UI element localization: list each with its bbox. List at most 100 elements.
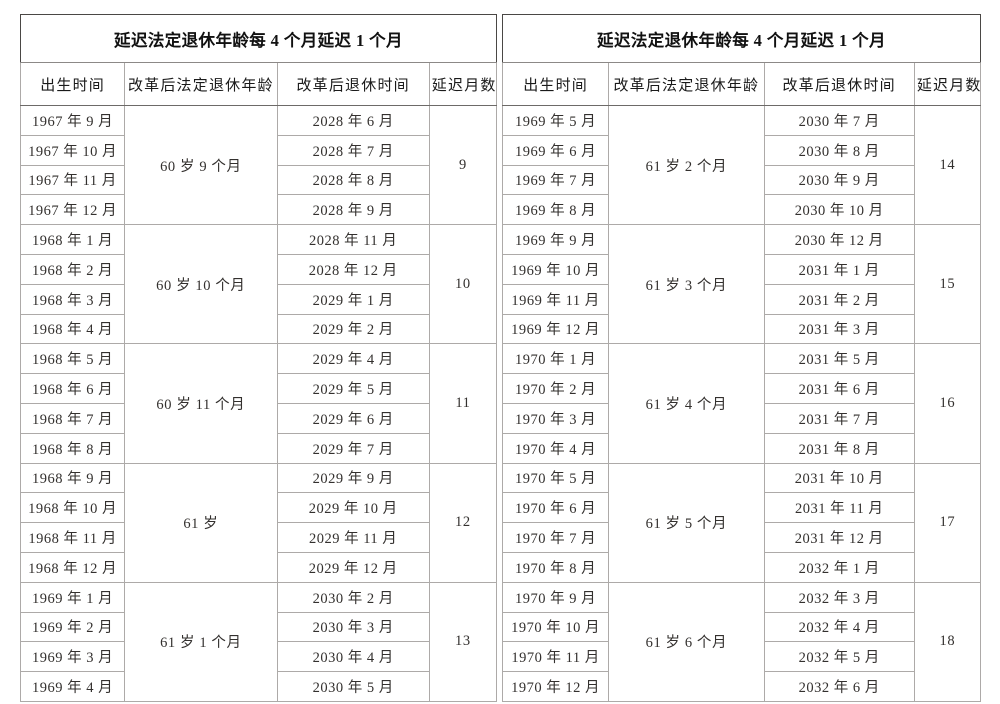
cell-retirement-age: 61 岁 5 个月: [608, 462, 765, 583]
table-row: 1970 年 3 月 2031 年 7 月: [501, 402, 981, 434]
cell-birth-time: 1968 年 3 月: [19, 283, 126, 315]
cell-retirement-time: 2031 年 10 月: [763, 462, 915, 494]
cell-birth-time: 1967 年 10 月: [19, 134, 126, 166]
table-row: 1970 年 9 月 61 岁 6 个月 2032 年 3 月 18: [501, 581, 982, 702]
table-header-row: 出生时间 改革后法定退休年龄 改革后退休时间 延迟月数: [19, 62, 498, 106]
cell-delay-months: 10: [428, 224, 498, 345]
cell-birth-time: 1970 年 2 月: [501, 373, 610, 404]
cell-delay-months: 9: [428, 104, 498, 226]
cell-birth-time: 1967 年 12 月: [19, 194, 126, 226]
table-row: 1968 年 5 月 60 岁 11 个月 2029 年 4 月 11: [19, 343, 498, 464]
cell-delay-months: 12: [428, 462, 498, 583]
table-header-row: 出生时间 改革后法定退休年龄 改革后退休时间 延迟月数: [501, 62, 982, 106]
table-row: 1968 年 10 月 2029 年 10 月: [19, 492, 497, 524]
cell-birth-time: 1968 年 11 月: [19, 522, 126, 553]
cell-retirement-age: 61 岁 4 个月: [608, 343, 765, 464]
cell-delay-months: 15: [913, 224, 982, 345]
cell-birth-time: 1970 年 9 月: [501, 581, 610, 613]
table-row: 1969 年 7 月 2030 年 9 月: [501, 164, 981, 196]
cell-retirement-time: 2032 年 1 月: [763, 551, 915, 583]
cell-birth-time: 1969 年 11 月: [501, 283, 610, 315]
table-row: 1970 年 5 月 61 岁 5 个月 2031 年 10 月 17: [501, 462, 982, 583]
column-header-birth: 出生时间: [501, 62, 610, 106]
cell-retirement-time: 2030 年 12 月: [763, 224, 915, 255]
cell-delay-months: 13: [428, 581, 498, 702]
table-title-row: 延迟法定退休年龄每 4 个月延迟 1 个月: [502, 14, 981, 63]
retirement-schedule-tables: 延迟法定退休年龄每 4 个月延迟 1 个月 出生时间 改革后法定退休年龄 改革后退休时…: [19, 14, 982, 702]
cell-birth-time: 1968 年 12 月: [19, 551, 126, 583]
cell-retirement-time: 2029 年 5 月: [276, 373, 430, 404]
cell-retirement-time: 2028 年 6 月: [276, 105, 430, 136]
column-header-birth: 出生时间: [19, 62, 126, 106]
table-body-right: 延迟法定退休年龄每 4 个月延迟 1 个月 出生时间 改革后法定退休年龄 改革后退休时…: [501, 14, 982, 702]
cell-birth-time: 1969 年 1 月: [19, 581, 126, 613]
cell-birth-time: 1970 年 12 月: [501, 671, 610, 702]
table-row: 1967 年 11 月 2028 年 8 月: [19, 164, 497, 196]
table-row: 1968 年 12 月 2029 年 12 月: [19, 551, 497, 583]
cell-retirement-time: 2029 年 1 月: [276, 283, 430, 315]
cell-retirement-time: 2030 年 2 月: [276, 581, 430, 613]
table-row: 1969 年 5 月 61 岁 2 个月 2030 年 7 月 14: [501, 104, 982, 226]
cell-retirement-time: 2032 年 5 月: [763, 641, 915, 673]
table-row: 1970 年 2 月 2031 年 6 月: [501, 373, 981, 404]
table-row: 1970 年 4 月 2031 年 8 月: [501, 432, 981, 464]
table-row: 1969 年 4 月 2030 年 5 月: [19, 671, 497, 702]
cell-birth-time: 1970 年 8 月: [501, 551, 610, 583]
table-row: 1968 年 6 月 2029 年 5 月: [19, 373, 497, 404]
table-row: 1969 年 3 月 2030 年 4 月: [19, 641, 497, 673]
column-header-age: 改革后法定退休年龄: [608, 62, 765, 106]
cell-retirement-age: 61 岁 2 个月: [608, 104, 765, 226]
cell-retirement-time: 2031 年 2 月: [763, 283, 915, 315]
cell-birth-time: 1969 年 4 月: [19, 671, 126, 702]
cell-birth-time: 1970 年 5 月: [501, 462, 610, 494]
cell-birth-time: 1967 年 11 月: [19, 164, 126, 196]
cell-delay-months: 18: [913, 581, 982, 702]
cell-retirement-time: 2030 年 7 月: [763, 105, 915, 136]
cell-retirement-time: 2029 年 11 月: [276, 522, 430, 553]
cell-birth-time: 1970 年 1 月: [501, 343, 610, 375]
cell-retirement-time: 2032 年 3 月: [763, 581, 915, 613]
table-row: 1968 年 4 月 2029 年 2 月: [19, 313, 497, 345]
table-row: 1968 年 2 月 2028 年 12 月: [19, 253, 497, 285]
table-row: 1970 年 7 月 2031 年 12 月: [501, 522, 981, 553]
cell-retirement-time: 2030 年 8 月: [763, 134, 915, 166]
cell-birth-time: 1970 年 4 月: [501, 432, 610, 464]
retirement-schedule-table-right: 延迟法定退休年龄每 4 个月延迟 1 个月 出生时间 改革后法定退休年龄 改革后退休时…: [501, 14, 982, 702]
cell-birth-time: 1968 年 10 月: [19, 492, 126, 524]
cell-retirement-time: 2030 年 9 月: [763, 164, 915, 196]
table-row: 1969 年 11 月 2031 年 2 月: [501, 283, 981, 315]
table-row: 1968 年 3 月 2029 年 1 月: [19, 283, 497, 315]
table-row: 1969 年 6 月 2030 年 8 月: [501, 134, 981, 166]
cell-birth-time: 1968 年 2 月: [19, 253, 126, 285]
cell-retirement-time: 2029 年 7 月: [276, 432, 430, 464]
cell-birth-time: 1970 年 3 月: [501, 402, 610, 434]
table-row: 1970 年 6 月 2031 年 11 月: [501, 492, 981, 524]
table-title: 延迟法定退休年龄每 4 个月延迟 1 个月: [502, 14, 981, 63]
cell-birth-time: 1968 年 9 月: [19, 462, 126, 494]
cell-retirement-time: 2031 年 8 月: [763, 432, 915, 464]
cell-birth-time: 1968 年 5 月: [19, 343, 126, 375]
cell-retirement-time: 2028 年 7 月: [276, 134, 430, 166]
column-header-retire: 改革后退休时间: [276, 62, 430, 106]
cell-birth-time: 1968 年 4 月: [19, 313, 126, 345]
cell-retirement-time: 2028 年 9 月: [276, 194, 430, 226]
cell-birth-time: 1968 年 7 月: [19, 402, 126, 434]
cell-retirement-time: 2032 年 6 月: [763, 671, 915, 702]
cell-delay-months: 14: [913, 104, 982, 226]
cell-retirement-time: 2031 年 7 月: [763, 402, 915, 434]
cell-retirement-time: 2031 年 6 月: [763, 373, 915, 404]
cell-retirement-time: 2030 年 3 月: [276, 611, 430, 643]
cell-retirement-time: 2030 年 10 月: [763, 194, 915, 226]
cell-retirement-age: 61 岁 6 个月: [608, 581, 765, 702]
cell-retirement-time: 2029 年 6 月: [276, 402, 430, 434]
cell-birth-time: 1968 年 6 月: [19, 373, 126, 404]
cell-retirement-time: 2028 年 12 月: [276, 253, 430, 285]
retirement-schedule-table-left: 延迟法定退休年龄每 4 个月延迟 1 个月 出生时间 改革后法定退休年龄 改革后退休时…: [19, 14, 498, 702]
table-row: 1970 年 12 月 2032 年 6 月: [501, 671, 981, 702]
column-header-months: 延迟月数: [913, 62, 982, 106]
cell-delay-months: 17: [913, 462, 982, 583]
table-row: 1970 年 10 月 2032 年 4 月: [501, 611, 981, 643]
cell-birth-time: 1968 年 8 月: [19, 432, 126, 464]
